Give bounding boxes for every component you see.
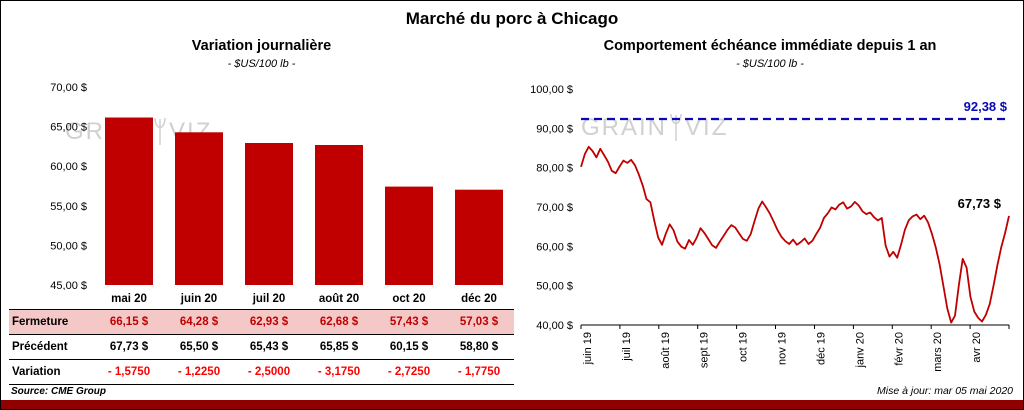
table-cell: 57,43 $ bbox=[389, 315, 429, 328]
line-y-tick-label: 40,00 $ bbox=[536, 320, 573, 332]
line-y-tick-label: 70,00 $ bbox=[536, 202, 573, 214]
line-chart-title: Comportement échéance immédiate depuis 1… bbox=[603, 38, 937, 54]
line-x-tick-label: févr 20 bbox=[893, 332, 905, 366]
month-header: juil 20 bbox=[252, 293, 286, 306]
line-x-tick-label: août 19 bbox=[660, 332, 672, 369]
line-chart: 100,00 $ 90,00 $ 80,00 $ 70,00 $ 60,00 $ 50,0… bbox=[530, 84, 1010, 372]
table-row-months: mai 20 juin 20 juil 20 août 20 oct 20 dé… bbox=[9, 290, 514, 309]
table-cell: 65,50 $ bbox=[179, 340, 219, 353]
month-header: déc 20 bbox=[461, 293, 497, 306]
updated-note: Mise à jour: mar 05 mai 2020 bbox=[877, 385, 1013, 397]
month-header: mai 20 bbox=[111, 293, 147, 306]
line-y-tick-label: 90,00 $ bbox=[536, 123, 573, 135]
line-x-tick-label: mars 20 bbox=[932, 332, 944, 372]
table-cell: - 1,7750 bbox=[457, 365, 501, 378]
price-table: mai 20 juin 20 juil 20 août 20 oct 20 dé… bbox=[9, 290, 514, 385]
bar-juin 20 bbox=[175, 132, 223, 285]
source-note: Source: CME Group bbox=[11, 386, 107, 397]
bar-août 20 bbox=[315, 145, 363, 285]
bar-y-tick-label: 70,00 $ bbox=[50, 82, 87, 94]
bar-chart: 70,00 $ 65,00 $ 60,00 $ 55,00 $ 50,00 $ 45,00… bbox=[50, 82, 503, 290]
bar-y-tick-label: 65,00 $ bbox=[50, 122, 87, 134]
bottom-band bbox=[1, 400, 1023, 409]
bar-chart-subtitle: - $US/100 lb - bbox=[227, 58, 296, 70]
table-cell: - 1,2250 bbox=[177, 365, 221, 378]
line-y-tick-label: 100,00 $ bbox=[530, 84, 573, 96]
bar-juil 20 bbox=[245, 143, 293, 285]
front-month-panel: Comportement échéance immédiate depuis 1… bbox=[523, 35, 1017, 393]
line-chart-subtitle: - $US/100 lb - bbox=[736, 58, 804, 70]
page-title: Marché du porc à Chicago bbox=[405, 9, 619, 28]
reference-line-label: 92,38 $ bbox=[964, 99, 1008, 114]
line-x-tick-label: juil 19 bbox=[621, 332, 633, 362]
line-x-tick-label: nov 19 bbox=[777, 332, 789, 365]
table-cell: 67,73 $ bbox=[109, 340, 149, 353]
bar-y-tick-label: 60,00 $ bbox=[50, 161, 87, 173]
table-cell: - 1,5750 bbox=[107, 365, 151, 378]
line-x-tick-label: janv 20 bbox=[854, 332, 866, 368]
bar-mai 20 bbox=[105, 117, 153, 285]
table-cell: 60,15 $ bbox=[389, 340, 429, 353]
bar-déc 20 bbox=[455, 189, 503, 285]
table-cell: 62,93 $ bbox=[249, 315, 289, 328]
table-cell: - 3,1750 bbox=[317, 365, 361, 378]
line-x-tick-label: déc 19 bbox=[816, 332, 828, 365]
bar-oct 20 bbox=[385, 186, 433, 285]
table-cell: 62,68 $ bbox=[319, 315, 359, 328]
daily-variation-panel: Variation journalière - $US/100 lb - GRA… bbox=[9, 35, 514, 385]
bar-chart-title: Variation journalière bbox=[191, 38, 332, 54]
table-cell: 57,03 $ bbox=[459, 315, 499, 328]
line-y-tick-label: 80,00 $ bbox=[536, 163, 573, 175]
table-cell: 65,85 $ bbox=[319, 340, 359, 353]
price-line bbox=[580, 145, 1010, 324]
bar-y-tick-label: 45,00 $ bbox=[50, 280, 87, 290]
line-y-tick-label: 50,00 $ bbox=[536, 281, 573, 293]
table-cell: - 2,7250 bbox=[387, 365, 431, 378]
month-header: août 20 bbox=[318, 293, 360, 306]
table-row-fermeture: Fermeture 66,15 $ 64,28 $ 62,93 $ 62,68 … bbox=[9, 309, 514, 334]
line-x-tick-label: oct 19 bbox=[738, 332, 750, 362]
last-point-label: 67,73 $ bbox=[958, 196, 1002, 211]
line-x-tick-label: juin 19 bbox=[582, 332, 594, 365]
line-x-tick-label: sept 19 bbox=[699, 332, 711, 368]
table-cell: 66,15 $ bbox=[109, 315, 149, 328]
table-cell: 65,43 $ bbox=[249, 340, 289, 353]
table-row-precedent: Précédent 67,73 $ 65,50 $ 65,43 $ 65,85 … bbox=[9, 334, 514, 359]
line-y-tick-label: 60,00 $ bbox=[536, 241, 573, 253]
row-label-precedent: Précédent bbox=[12, 340, 68, 353]
row-label-fermeture: Fermeture bbox=[12, 315, 69, 328]
month-header: juin 20 bbox=[180, 293, 218, 306]
month-header: oct 20 bbox=[392, 293, 426, 306]
bar-y-tick-label: 50,00 $ bbox=[50, 240, 87, 252]
row-label-variation: Variation bbox=[12, 365, 61, 378]
table-cell: 58,80 $ bbox=[459, 340, 499, 353]
table-cell: 64,28 $ bbox=[179, 315, 219, 328]
table-cell: - 2,5000 bbox=[247, 365, 291, 378]
bar-y-tick-label: 55,00 $ bbox=[50, 201, 87, 213]
wheat-icon bbox=[154, 117, 166, 145]
table-row-variation: Variation - 1,5750 - 1,2250 - 2,5000 - 3… bbox=[9, 359, 514, 384]
line-x-tick-label: avr 20 bbox=[971, 332, 983, 363]
empty-corner-cell bbox=[9, 290, 94, 309]
